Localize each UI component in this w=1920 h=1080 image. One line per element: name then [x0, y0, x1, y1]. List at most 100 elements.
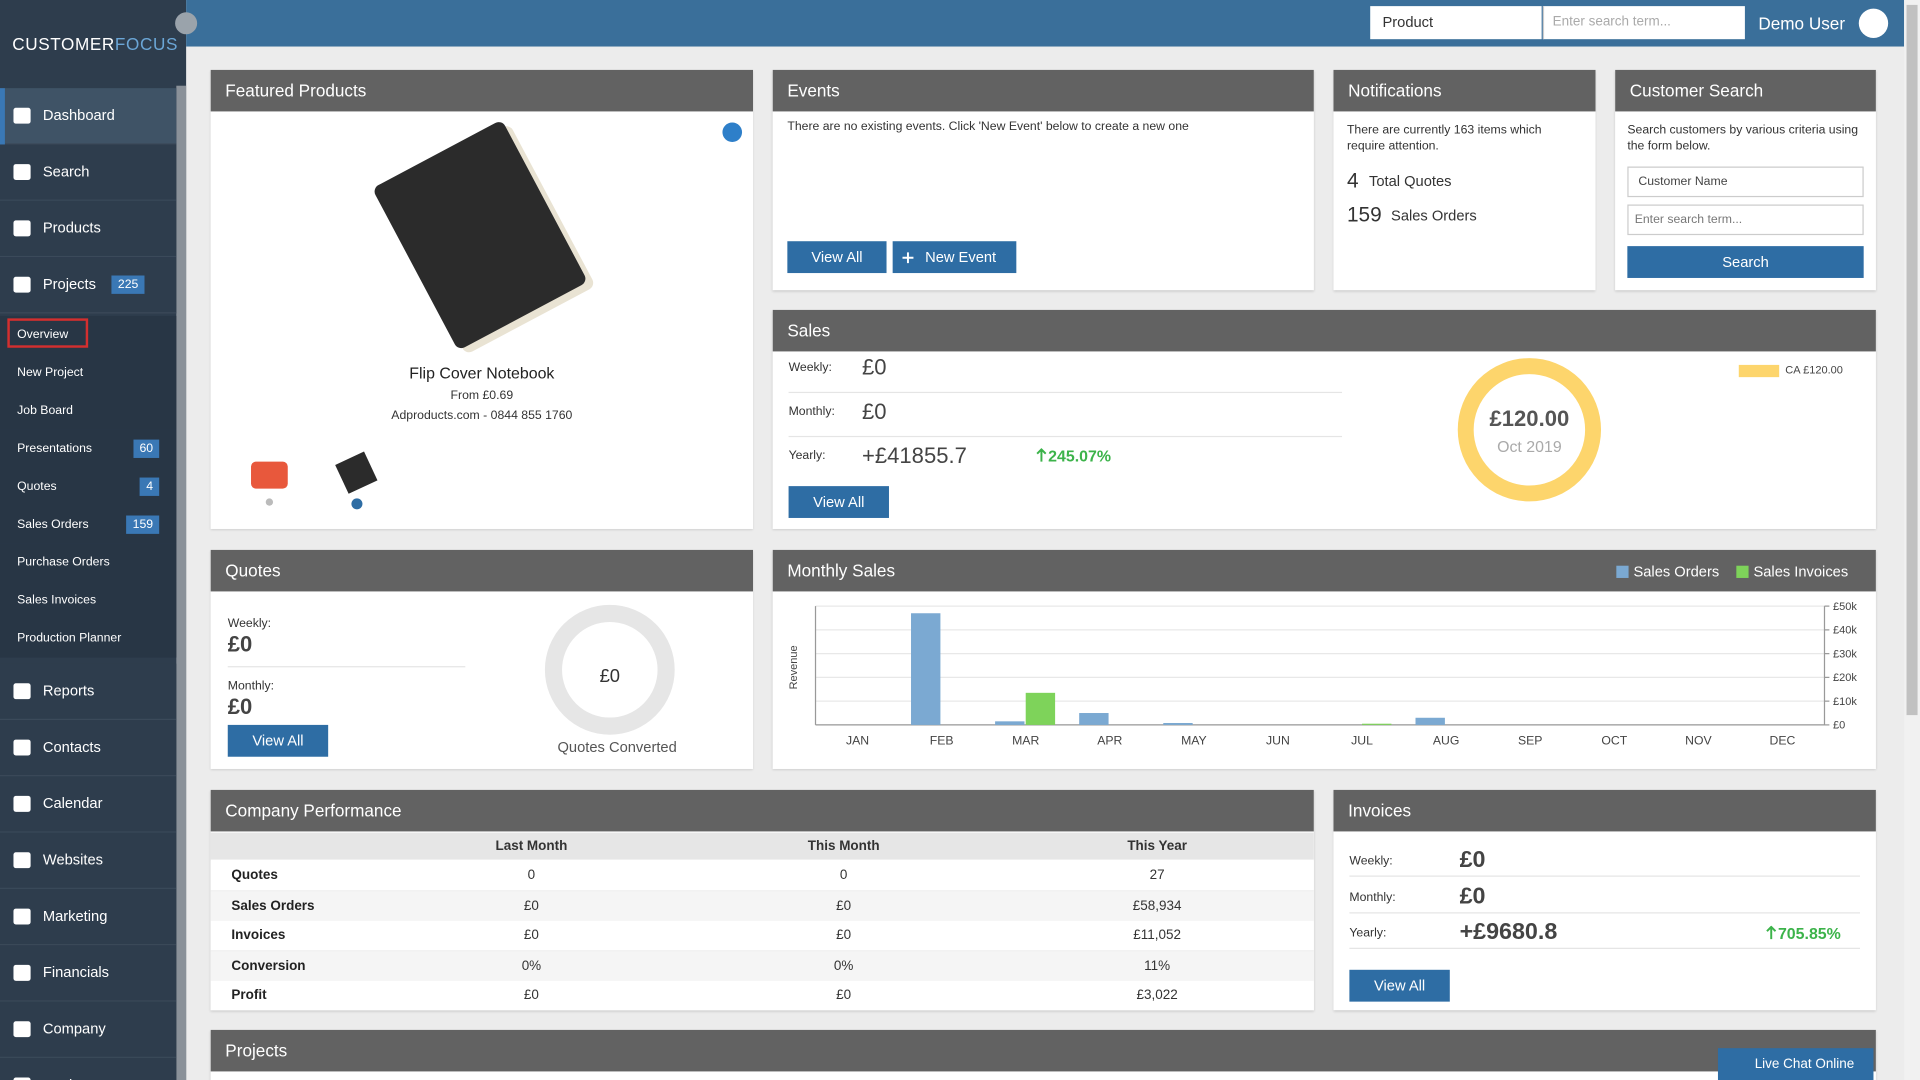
- table-header: [210, 832, 1314, 860]
- nav-item[interactable]: Products: [0, 200, 177, 258]
- bar: [1362, 723, 1392, 725]
- nav-item[interactable]: Financials: [0, 945, 177, 1002]
- row-value: +£9680.8: [1459, 919, 1558, 946]
- subnav-item[interactable]: Production Planner: [0, 619, 177, 658]
- search-button[interactable]: Search: [1627, 246, 1864, 278]
- subnav-item[interactable]: Overview: [0, 315, 177, 354]
- legend-swatch: [1738, 364, 1780, 378]
- row-divider: [1349, 911, 1860, 913]
- customer-search-panel: Customer Search Search customers by vari…: [1615, 69, 1876, 291]
- nav-icon: [13, 964, 31, 981]
- table-row: [210, 860, 1314, 892]
- subnav-item[interactable]: Job Board: [0, 391, 177, 430]
- nav-item[interactable]: Projects 225: [0, 257, 177, 314]
- subnav-item[interactable]: New Project: [0, 353, 177, 392]
- events-panel: Events There are no existing events. Cli…: [772, 69, 1314, 291]
- search-input[interactable]: Enter search term...: [1542, 6, 1745, 40]
- x-tick-label: MAR: [1012, 733, 1039, 747]
- nav-label: Reports: [42, 682, 95, 700]
- nav-label: Marketing: [42, 907, 108, 925]
- nav-label: Contacts: [42, 738, 101, 756]
- info-icon[interactable]: [722, 122, 743, 143]
- row-value: £0: [227, 694, 253, 719]
- legend-swatch: [1616, 565, 1629, 578]
- notifications-panel: Notifications There are currently 163 it…: [1333, 69, 1596, 291]
- table-cell: 0: [527, 868, 536, 883]
- row-header: Profit: [231, 988, 267, 1003]
- nav-item[interactable]: Marketing: [0, 888, 177, 946]
- row-header: Invoices: [231, 928, 286, 943]
- panel-title: Featured Products: [210, 69, 754, 112]
- nav-label: New Project: [17, 366, 84, 380]
- row-value: £0: [862, 355, 887, 380]
- quotes-panel: Quotes View All £0 Quotes Converted Week…: [210, 549, 754, 769]
- sales-panel: Sales View All £120.00 Oct 2019 CA £120.…: [772, 309, 1876, 529]
- nav-icon: [13, 683, 31, 700]
- subnav-item[interactable]: Quotes 4: [0, 467, 177, 506]
- panel-title: Projects: [210, 1029, 1876, 1072]
- nav-label: Products: [42, 219, 101, 237]
- criteria-input[interactable]: Enter search term...: [1627, 204, 1864, 236]
- row-value: £0: [1459, 847, 1486, 874]
- nav-item[interactable]: Company: [0, 1001, 177, 1058]
- nav-icon: [13, 1021, 31, 1038]
- subnav-item[interactable]: Sales Invoices: [0, 581, 177, 620]
- nav-item[interactable]: Dashboard: [0, 88, 177, 145]
- notification-label: Sales Orders: [1391, 206, 1477, 225]
- nav-item[interactable]: Search: [0, 144, 177, 201]
- notification-label: Total Quotes: [1368, 172, 1452, 190]
- table-cell: 0: [839, 868, 848, 883]
- nav-item[interactable]: Contacts: [0, 720, 177, 777]
- live-chat-button[interactable]: Live Chat Online: [1717, 1048, 1874, 1080]
- nav-icon: [13, 107, 31, 124]
- criteria-select[interactable]: Customer Name: [1627, 166, 1864, 198]
- panel-title: Notifications: [1333, 69, 1596, 112]
- collapse-button[interactable]: [175, 12, 198, 35]
- brand-part: FOCUS: [114, 34, 178, 54]
- events-message: There are no existing events. Click 'New…: [787, 120, 1189, 134]
- thumbnail[interactable]: [251, 461, 288, 489]
- row-divider: [788, 391, 1343, 394]
- row-label: Monthly:: [1349, 890, 1396, 905]
- view-all-button[interactable]: View All: [787, 241, 887, 274]
- avatar[interactable]: [1858, 8, 1889, 38]
- view-all-button[interactable]: View All: [227, 724, 329, 757]
- carousel-dot[interactable]: [265, 498, 274, 506]
- subnav-item[interactable]: Presentations 60: [0, 429, 177, 468]
- search-message: Search customers by various criteria usi…: [1627, 123, 1859, 154]
- product-name: Flip Cover Notebook: [409, 363, 555, 383]
- panel-title: Quotes: [210, 549, 754, 592]
- table-cell: £0: [523, 928, 539, 943]
- row-label: Yearly:: [1349, 926, 1387, 941]
- nav-item[interactable]: Websites: [0, 832, 177, 889]
- donut-period: Oct 2019: [1497, 437, 1562, 456]
- subnav-item[interactable]: Purchase Orders: [0, 543, 177, 582]
- column-header: This Year: [1127, 838, 1187, 854]
- nav-item[interactable]: Reports: [0, 663, 177, 720]
- nav-badge: 60: [133, 439, 160, 458]
- search-type-select[interactable]: Product: [1370, 6, 1542, 40]
- panel-title: Company Performance: [210, 789, 1314, 832]
- bar: [995, 721, 1025, 725]
- selected-outline: [7, 318, 89, 348]
- nav-label: Sales Orders: [17, 517, 89, 532]
- x-tick-label: JAN: [846, 733, 869, 747]
- nav-item[interactable]: Settings: [0, 1057, 177, 1080]
- x-tick-label: OCT: [1601, 733, 1627, 747]
- subnav-item[interactable]: Sales Orders 159: [0, 505, 177, 544]
- nav-item[interactable]: Calendar: [0, 776, 177, 833]
- table-cell: £0: [523, 988, 539, 1003]
- view-all-button[interactable]: View All: [1349, 969, 1450, 1002]
- x-tick-label: DEC: [1770, 733, 1796, 747]
- row-change: 705.85%: [1777, 924, 1841, 943]
- active-indicator: [0, 88, 5, 145]
- panel-title: Customer Search: [1615, 69, 1876, 112]
- nav-label: Websites: [42, 851, 104, 869]
- view-all-button[interactable]: View All: [788, 486, 889, 518]
- user-name[interactable]: Demo User: [1758, 13, 1846, 34]
- carousel-dot[interactable]: [351, 498, 363, 510]
- x-tick-label: FEB: [930, 733, 954, 747]
- table-cell: £58,934: [1132, 898, 1182, 913]
